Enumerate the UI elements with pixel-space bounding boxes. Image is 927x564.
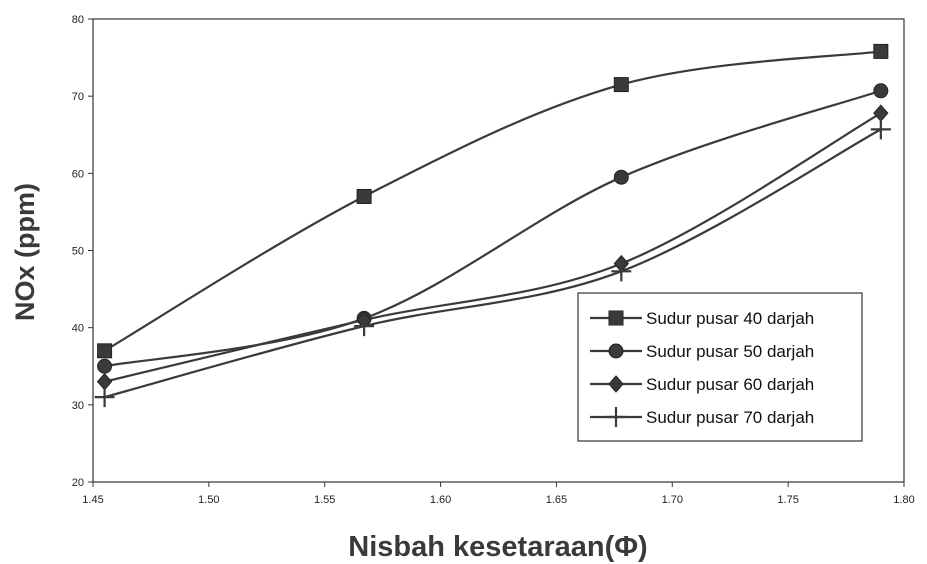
x-tick-label: 1.70	[662, 494, 683, 506]
legend-label: Sudur pusar 50 darjah	[646, 342, 814, 361]
legend-item: Sudur pusar 60 darjah	[590, 375, 814, 394]
y-tick-label: 20	[72, 477, 84, 489]
legend-marker	[606, 407, 626, 427]
y-tick-label: 70	[72, 91, 84, 103]
data-point	[613, 169, 629, 185]
series-4	[94, 119, 891, 408]
y-tick-label: 60	[72, 168, 84, 180]
x-tick-label: 1.55	[314, 494, 335, 506]
legend-label: Sudur pusar 60 darjah	[646, 375, 814, 394]
x-tick-label: 1.75	[777, 494, 798, 506]
data-point	[613, 77, 629, 93]
series-1	[97, 43, 889, 359]
legend-label: Sudur pusar 40 darjah	[646, 309, 814, 328]
data-point	[97, 358, 113, 374]
series-line	[104, 89, 882, 368]
y-tick-label: 80	[72, 14, 84, 26]
data-point	[94, 387, 115, 408]
y-axis-label: NOx (ppm)	[10, 183, 40, 321]
legend-item: Sudur pusar 70 darjah	[590, 407, 814, 427]
x-tick-label: 1.60	[430, 494, 451, 506]
legend-marker	[608, 310, 624, 326]
legend-item: Sudur pusar 50 darjah	[590, 342, 814, 361]
x-axis-label: Nisbah kesetaraan(Φ)	[348, 531, 647, 563]
data-point	[354, 316, 375, 337]
legend-item: Sudur pusar 40 darjah	[590, 309, 814, 328]
y-tick-label: 50	[72, 246, 84, 258]
x-tick-label: 1.50	[198, 494, 219, 506]
legend: Sudur pusar 40 darjah Sudur pusar 50 darj…	[577, 292, 863, 442]
data-point	[873, 43, 889, 59]
legend-marker	[608, 375, 624, 393]
x-tick-label: 1.45	[82, 494, 103, 506]
data-point	[873, 104, 889, 122]
data-point	[356, 188, 372, 204]
data-point	[873, 83, 889, 99]
legend-label: Sudur pusar 70 darjah	[646, 408, 814, 427]
axis-ticks: 20 30 40 50 60 70 80 1.45 1.50 1.55 1.60 1.65 1.70 1.…	[72, 14, 915, 506]
legend-marker	[608, 343, 624, 359]
series-line	[104, 50, 881, 352]
y-tick-label: 40	[72, 323, 84, 335]
series-line	[104, 128, 882, 399]
series-line	[104, 112, 882, 383]
y-tick-label: 30	[72, 400, 84, 412]
x-tick-label: 1.80	[893, 494, 914, 506]
data-series	[94, 43, 891, 408]
x-tick-label: 1.65	[546, 494, 567, 506]
data-point	[97, 343, 113, 359]
data-point	[870, 119, 891, 140]
data-point	[611, 261, 632, 282]
